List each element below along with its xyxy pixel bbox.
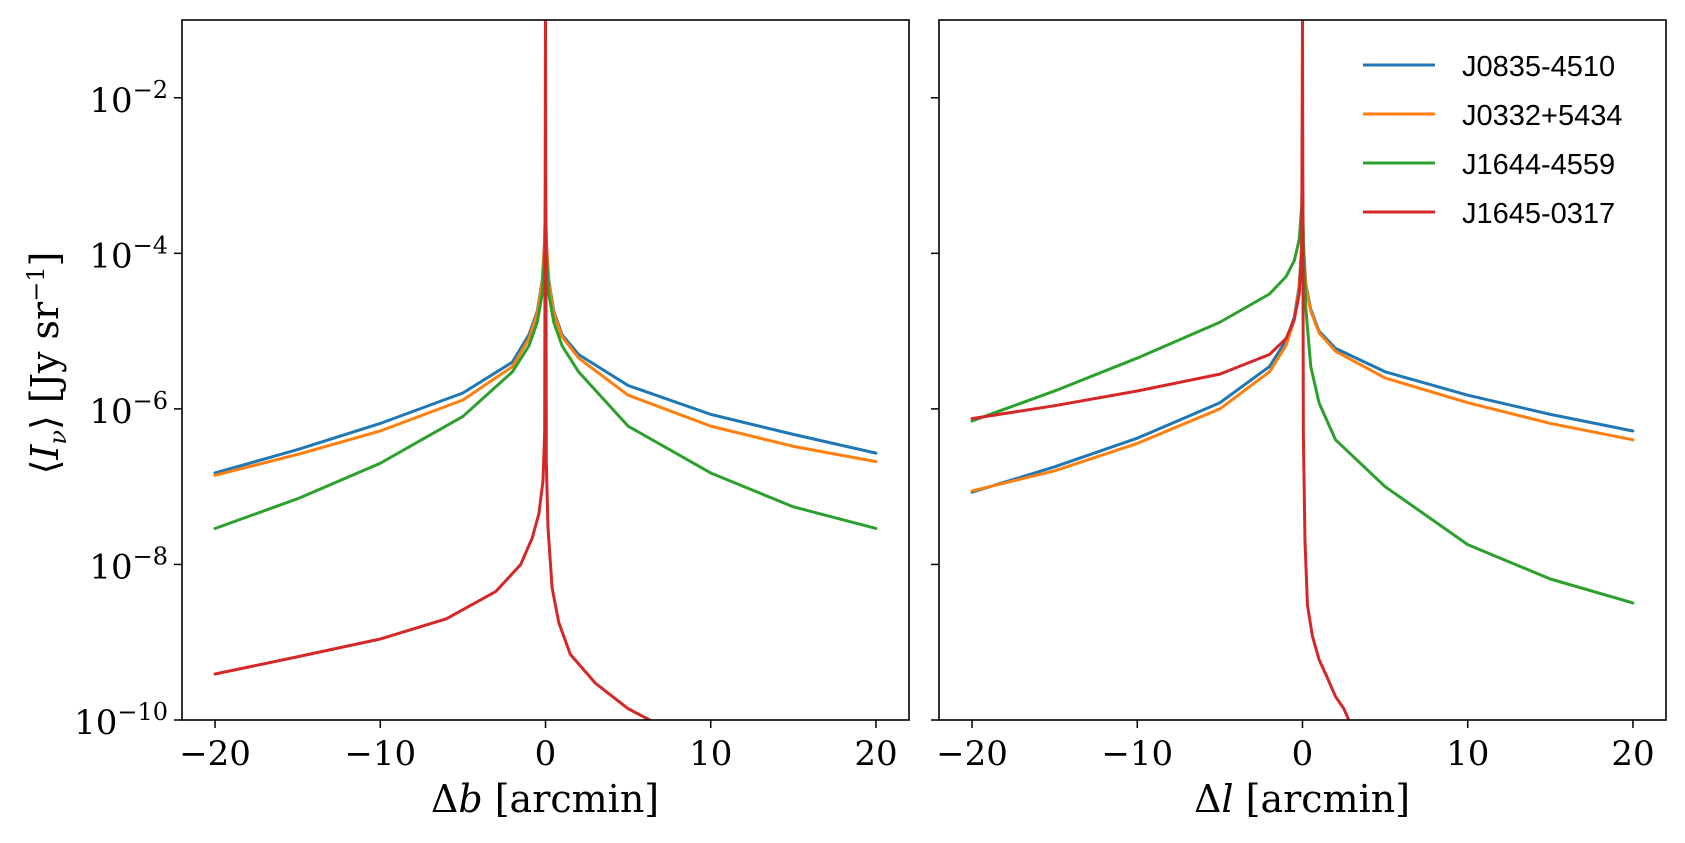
legend-label-j0332+5434: J0332+5434 — [1462, 100, 1622, 132]
legend-label-j0835-4510: J0835-4510 — [1462, 51, 1615, 83]
y-tick-label: 10−8 — [89, 542, 168, 587]
legend: J0835-4510 J0332+5434 J1644-4559 J1645-0… — [1363, 51, 1622, 230]
right-x-tick-label: 10 — [1446, 734, 1489, 774]
left-x-tick-label: 0 — [535, 734, 557, 774]
left-x-tick-label: −20 — [179, 734, 251, 774]
left-y-ticks: 10−10 10−8 10−6 10−4 10−2 — [74, 76, 182, 743]
left-x-tick-label: 10 — [689, 734, 732, 774]
y-tick-label: 10−6 — [89, 387, 168, 432]
right-series-lines — [970, 20, 1635, 720]
right-x-ticks: −20 −10 0 10 20 — [936, 720, 1655, 774]
left-x-ticks: −20 −10 0 10 20 — [179, 720, 898, 774]
right-x-axis-label: Δl [arcmin] — [1194, 777, 1410, 821]
legend-label-j1645-0317: J1645-0317 — [1462, 198, 1615, 230]
y-tick-label: 10−10 — [74, 698, 168, 743]
legend-entry: J1644-4559 — [1363, 149, 1615, 181]
right-x-tick-label: −10 — [1101, 734, 1173, 774]
right-x-tick-label: 20 — [1611, 734, 1654, 774]
left-panel: −20 −10 0 10 20 10−10 10−8 10−6 10−4 10−2 Δb [ar… — [74, 19, 910, 821]
left-x-tick-label: −10 — [344, 734, 416, 774]
legend-label-j1644-4559: J1644-4559 — [1462, 149, 1615, 181]
left-series-lines — [213, 20, 878, 720]
right-x-tick-label: −20 — [936, 734, 1008, 774]
y-axis-label: ⟨Iν⟩ [Jy sr−1] — [22, 252, 72, 475]
left-x-tick-label: 20 — [854, 734, 897, 774]
right-panel: −20 −10 0 10 20 Δl [arcmin] — [931, 19, 1667, 821]
legend-entry: J0332+5434 — [1363, 100, 1622, 132]
legend-entry: J1645-0317 — [1363, 198, 1615, 230]
right-y-ticks — [931, 97, 939, 721]
series-line-left-j1645-0317 — [213, 20, 652, 720]
right-x-tick-label: 0 — [1292, 734, 1314, 774]
left-x-axis-label: Δb [arcmin] — [431, 777, 659, 821]
y-tick-label: 10−4 — [89, 231, 168, 276]
legend-entry: J0835-4510 — [1363, 51, 1615, 83]
series-line-right-j1645-0317 — [970, 20, 1351, 720]
y-tick-label: 10−2 — [89, 76, 168, 121]
